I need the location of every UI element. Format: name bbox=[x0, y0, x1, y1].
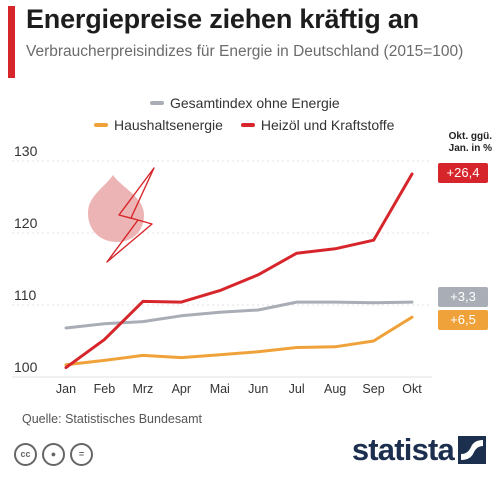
series-line-0 bbox=[64, 300, 414, 330]
y-tick-label-110: 110 bbox=[14, 287, 37, 303]
chart-grid bbox=[12, 160, 432, 378]
page-title: Energiepreise ziehen kräftig an bbox=[26, 4, 419, 34]
legend-swatch-haushalt bbox=[94, 123, 108, 128]
x-tick-label-jan: Jan bbox=[56, 382, 76, 396]
x-tick-label-jun: Jun bbox=[248, 382, 268, 396]
chart-series bbox=[64, 172, 414, 370]
legend-row-2: Haushaltsenergie Heizöl und Kraftstoffe bbox=[94, 117, 408, 133]
badge-gesamt-change: +3,3 bbox=[438, 287, 488, 307]
license-icons: cc ● = bbox=[14, 443, 93, 466]
x-tick-label-okt: Okt bbox=[402, 382, 422, 396]
statista-logo[interactable]: statista bbox=[352, 432, 486, 468]
legend-row-1: Gesamtindex ohne Energie bbox=[150, 95, 354, 111]
badge-heizoel-change: +26,4 bbox=[438, 163, 488, 183]
legend-item-haushalt: Haushaltsenergie bbox=[94, 117, 227, 133]
source-note: Quelle: Statistisches Bundesamt bbox=[22, 412, 202, 426]
series-line-1 bbox=[64, 315, 414, 367]
legend-item-gesamt: Gesamtindex ohne Energie bbox=[150, 95, 340, 111]
legend-label-haushalt: Haushaltsenergie bbox=[114, 117, 223, 133]
x-tick-label-aug: Aug bbox=[324, 382, 346, 396]
legend-item-heizoel: Heizöl und Kraftstoffe bbox=[240, 117, 395, 133]
lightning-drop-icon bbox=[88, 167, 155, 263]
legend-swatch-gesamt bbox=[150, 101, 164, 106]
badge-haushalt-change: +6,5 bbox=[438, 310, 488, 330]
statista-logo-icon bbox=[458, 436, 486, 464]
x-tick-label-mai: Mai bbox=[210, 382, 230, 396]
y-axis-ticks: 100 110 120 130 bbox=[14, 143, 38, 375]
x-tick-label-feb: Feb bbox=[94, 382, 116, 396]
series-line-2 bbox=[64, 172, 414, 370]
x-tick-label-apr: Apr bbox=[172, 382, 191, 396]
legend-swatch-heizoel bbox=[240, 123, 255, 128]
nd-icon[interactable]: = bbox=[70, 443, 93, 466]
y-tick-label-120: 120 bbox=[14, 215, 38, 231]
x-axis-ticks: Jan Feb Mrz Apr Mai Jun Jul Aug Sep Okt bbox=[56, 382, 422, 396]
y-tick-label-100: 100 bbox=[14, 359, 38, 375]
x-tick-label-jul: Jul bbox=[289, 382, 305, 396]
by-icon[interactable]: ● bbox=[42, 443, 65, 466]
change-header-line1: Okt. ggü. bbox=[448, 131, 492, 142]
x-tick-label-sep: Sep bbox=[362, 382, 384, 396]
legend-label-heizoel: Heizöl und Kraftstoffe bbox=[260, 117, 395, 133]
y-tick-label-130: 130 bbox=[14, 143, 38, 159]
statista-logo-text: statista bbox=[351, 432, 455, 467]
change-header-line2: Jan. in % bbox=[448, 143, 492, 154]
change-header: Okt. ggü. Jan. in % bbox=[449, 131, 492, 155]
page-subtitle: Verbraucherpreisindizes für Energie in D… bbox=[26, 43, 464, 60]
cc-icon[interactable]: cc bbox=[14, 443, 37, 466]
title-accent-bar bbox=[8, 6, 15, 78]
x-tick-label-mrz: Mrz bbox=[132, 382, 153, 396]
legend-label-gesamt: Gesamtindex ohne Energie bbox=[170, 95, 340, 111]
